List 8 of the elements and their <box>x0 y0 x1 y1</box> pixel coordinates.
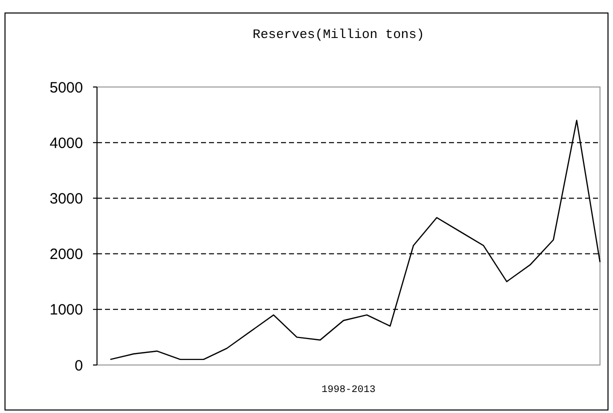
y-tick-label: 4000 <box>50 134 83 152</box>
y-tick-label: 2000 <box>50 246 83 264</box>
y-tick-label: 0 <box>74 357 83 374</box>
y-tick-label: 5000 <box>50 79 83 96</box>
y-tick-label: 1000 <box>50 302 83 319</box>
x-axis-title: 1998-2013 <box>321 385 376 396</box>
chart-title: Reserves(Million tons) <box>252 27 424 42</box>
y-tick-label: 3000 <box>50 190 83 208</box>
